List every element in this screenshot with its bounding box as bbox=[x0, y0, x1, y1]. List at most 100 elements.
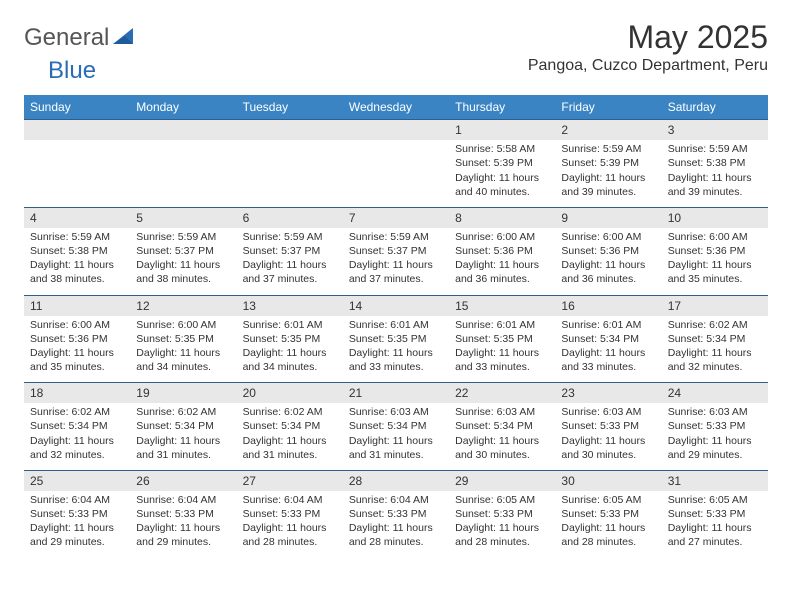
day-number: 28 bbox=[343, 470, 449, 491]
day-number: 10 bbox=[662, 207, 768, 228]
day-cell bbox=[237, 140, 343, 207]
day-number: 23 bbox=[555, 383, 661, 404]
sunrise-line: Sunrise: 6:00 AM bbox=[561, 230, 655, 244]
daylight-line-1: Daylight: 11 hours bbox=[561, 434, 655, 448]
daylight-line-1: Daylight: 11 hours bbox=[243, 258, 337, 272]
sunset-line: Sunset: 5:39 PM bbox=[561, 156, 655, 170]
day-number: 26 bbox=[130, 470, 236, 491]
daylight-line-2: and 35 minutes. bbox=[668, 272, 762, 286]
daylight-line-2: and 33 minutes. bbox=[561, 360, 655, 374]
day-cell: Sunrise: 5:59 AMSunset: 5:38 PMDaylight:… bbox=[662, 140, 768, 207]
sunrise-line: Sunrise: 6:00 AM bbox=[30, 318, 124, 332]
daylight-line-1: Daylight: 11 hours bbox=[136, 258, 230, 272]
day-number: 20 bbox=[237, 383, 343, 404]
sunrise-line: Sunrise: 5:59 AM bbox=[30, 230, 124, 244]
day-number: 4 bbox=[24, 207, 130, 228]
daylight-line-2: and 37 minutes. bbox=[243, 272, 337, 286]
daylight-line-2: and 31 minutes. bbox=[136, 448, 230, 462]
day-number: 27 bbox=[237, 470, 343, 491]
day-number: 16 bbox=[555, 295, 661, 316]
sunrise-line: Sunrise: 5:59 AM bbox=[243, 230, 337, 244]
day-number: 7 bbox=[343, 207, 449, 228]
daylight-line-1: Daylight: 11 hours bbox=[455, 434, 549, 448]
daylight-line-2: and 32 minutes. bbox=[668, 360, 762, 374]
daylight-line-1: Daylight: 11 hours bbox=[30, 346, 124, 360]
sunrise-line: Sunrise: 6:02 AM bbox=[668, 318, 762, 332]
sunset-line: Sunset: 5:34 PM bbox=[243, 419, 337, 433]
day-number: 1 bbox=[449, 120, 555, 141]
sunset-line: Sunset: 5:36 PM bbox=[30, 332, 124, 346]
brand-blue: Blue bbox=[48, 57, 96, 84]
daylight-line-1: Daylight: 11 hours bbox=[136, 521, 230, 535]
daylight-line-2: and 30 minutes. bbox=[561, 448, 655, 462]
daylight-line-1: Daylight: 11 hours bbox=[561, 171, 655, 185]
daylight-line-2: and 36 minutes. bbox=[561, 272, 655, 286]
sunset-line: Sunset: 5:36 PM bbox=[668, 244, 762, 258]
dow-header: Friday bbox=[555, 95, 661, 120]
daylight-line-1: Daylight: 11 hours bbox=[243, 434, 337, 448]
day-cell: Sunrise: 6:01 AMSunset: 5:35 PMDaylight:… bbox=[237, 316, 343, 383]
dow-header: Saturday bbox=[662, 95, 768, 120]
day-cell: Sunrise: 5:59 AMSunset: 5:37 PMDaylight:… bbox=[237, 228, 343, 295]
sunset-line: Sunset: 5:38 PM bbox=[30, 244, 124, 258]
sunset-line: Sunset: 5:34 PM bbox=[136, 419, 230, 433]
day-cell: Sunrise: 6:04 AMSunset: 5:33 PMDaylight:… bbox=[24, 491, 130, 558]
sunrise-line: Sunrise: 5:59 AM bbox=[561, 142, 655, 156]
daylight-line-2: and 34 minutes. bbox=[136, 360, 230, 374]
day-cell: Sunrise: 6:02 AMSunset: 5:34 PMDaylight:… bbox=[130, 403, 236, 470]
dow-header: Tuesday bbox=[237, 95, 343, 120]
sunset-line: Sunset: 5:33 PM bbox=[668, 507, 762, 521]
sunrise-line: Sunrise: 6:03 AM bbox=[668, 405, 762, 419]
daylight-line-2: and 33 minutes. bbox=[455, 360, 549, 374]
daylight-line-2: and 27 minutes. bbox=[668, 535, 762, 549]
day-number: 11 bbox=[24, 295, 130, 316]
sunrise-line: Sunrise: 6:02 AM bbox=[30, 405, 124, 419]
daylight-line-2: and 35 minutes. bbox=[30, 360, 124, 374]
daylight-line-1: Daylight: 11 hours bbox=[455, 258, 549, 272]
sunset-line: Sunset: 5:36 PM bbox=[455, 244, 549, 258]
day-cell: Sunrise: 6:00 AMSunset: 5:36 PMDaylight:… bbox=[662, 228, 768, 295]
day-cell: Sunrise: 6:01 AMSunset: 5:35 PMDaylight:… bbox=[449, 316, 555, 383]
sunrise-line: Sunrise: 6:00 AM bbox=[668, 230, 762, 244]
daylight-line-2: and 31 minutes. bbox=[349, 448, 443, 462]
sunset-line: Sunset: 5:37 PM bbox=[243, 244, 337, 258]
sunrise-line: Sunrise: 6:01 AM bbox=[455, 318, 549, 332]
day-number: 9 bbox=[555, 207, 661, 228]
daylight-line-2: and 40 minutes. bbox=[455, 185, 549, 199]
sunrise-line: Sunrise: 6:02 AM bbox=[136, 405, 230, 419]
sunset-line: Sunset: 5:33 PM bbox=[136, 507, 230, 521]
daylight-line-1: Daylight: 11 hours bbox=[349, 521, 443, 535]
daylight-line-1: Daylight: 11 hours bbox=[136, 434, 230, 448]
brand-logo: General bbox=[24, 24, 137, 52]
daylight-line-2: and 37 minutes. bbox=[349, 272, 443, 286]
day-cell: Sunrise: 6:00 AMSunset: 5:36 PMDaylight:… bbox=[555, 228, 661, 295]
sunset-line: Sunset: 5:33 PM bbox=[668, 419, 762, 433]
day-number bbox=[24, 120, 130, 141]
daylight-line-2: and 38 minutes. bbox=[30, 272, 124, 286]
sunrise-line: Sunrise: 5:59 AM bbox=[349, 230, 443, 244]
sunset-line: Sunset: 5:33 PM bbox=[455, 507, 549, 521]
day-number: 6 bbox=[237, 207, 343, 228]
daylight-line-1: Daylight: 11 hours bbox=[30, 434, 124, 448]
sunrise-line: Sunrise: 6:03 AM bbox=[455, 405, 549, 419]
calendar-table: SundayMondayTuesdayWednesdayThursdayFrid… bbox=[24, 95, 768, 557]
day-cell: Sunrise: 6:03 AMSunset: 5:34 PMDaylight:… bbox=[343, 403, 449, 470]
sunset-line: Sunset: 5:35 PM bbox=[136, 332, 230, 346]
daylight-line-1: Daylight: 11 hours bbox=[561, 258, 655, 272]
daylight-line-2: and 28 minutes. bbox=[455, 535, 549, 549]
daylight-line-1: Daylight: 11 hours bbox=[349, 258, 443, 272]
sunset-line: Sunset: 5:34 PM bbox=[455, 419, 549, 433]
day-cell: Sunrise: 6:00 AMSunset: 5:36 PMDaylight:… bbox=[449, 228, 555, 295]
day-number: 18 bbox=[24, 383, 130, 404]
day-cell: Sunrise: 6:05 AMSunset: 5:33 PMDaylight:… bbox=[555, 491, 661, 558]
daylight-line-1: Daylight: 11 hours bbox=[455, 346, 549, 360]
daylight-line-1: Daylight: 11 hours bbox=[561, 521, 655, 535]
daylight-line-2: and 28 minutes. bbox=[349, 535, 443, 549]
sunrise-line: Sunrise: 6:04 AM bbox=[243, 493, 337, 507]
daylight-line-1: Daylight: 11 hours bbox=[668, 171, 762, 185]
day-number: 29 bbox=[449, 470, 555, 491]
day-number bbox=[237, 120, 343, 141]
day-cell: Sunrise: 6:02 AMSunset: 5:34 PMDaylight:… bbox=[24, 403, 130, 470]
sunrise-line: Sunrise: 6:04 AM bbox=[349, 493, 443, 507]
day-number: 14 bbox=[343, 295, 449, 316]
